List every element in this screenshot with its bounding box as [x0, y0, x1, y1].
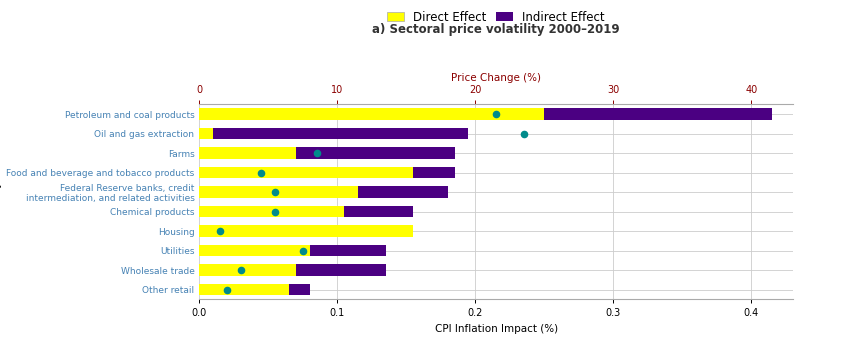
Bar	[296, 147, 455, 159]
Point	[517, 131, 531, 136]
Bar	[199, 284, 289, 295]
Bar	[358, 186, 448, 198]
Bar	[213, 128, 468, 140]
Point	[269, 209, 282, 214]
Bar	[289, 284, 310, 295]
Point	[489, 111, 503, 117]
Point	[254, 170, 268, 175]
Bar	[199, 108, 544, 120]
X-axis label: CPI Inflation Impact (%): CPI Inflation Impact (%)	[434, 324, 558, 334]
Point	[213, 228, 226, 234]
Bar	[199, 167, 413, 179]
Bar	[544, 108, 773, 120]
Point	[296, 248, 310, 253]
Point	[220, 287, 234, 292]
Bar	[413, 167, 455, 179]
Point	[234, 267, 248, 273]
X-axis label: Price Change (%): Price Change (%)	[451, 73, 541, 83]
Point	[310, 150, 323, 156]
Bar	[199, 147, 296, 159]
Text: a) Sectoral price volatility 2000–2019: a) Sectoral price volatility 2000–2019	[372, 23, 620, 36]
Bar	[296, 264, 386, 276]
Bar	[199, 225, 413, 237]
Bar	[344, 206, 413, 218]
Bar	[199, 206, 344, 218]
Bar	[199, 128, 213, 140]
Point	[269, 189, 282, 195]
Bar	[199, 264, 296, 276]
Bar	[199, 245, 310, 256]
Bar	[310, 245, 386, 256]
Bar	[199, 186, 358, 198]
Legend: Direct Effect, Indirect Effect: Direct Effect, Indirect Effect	[382, 6, 610, 28]
